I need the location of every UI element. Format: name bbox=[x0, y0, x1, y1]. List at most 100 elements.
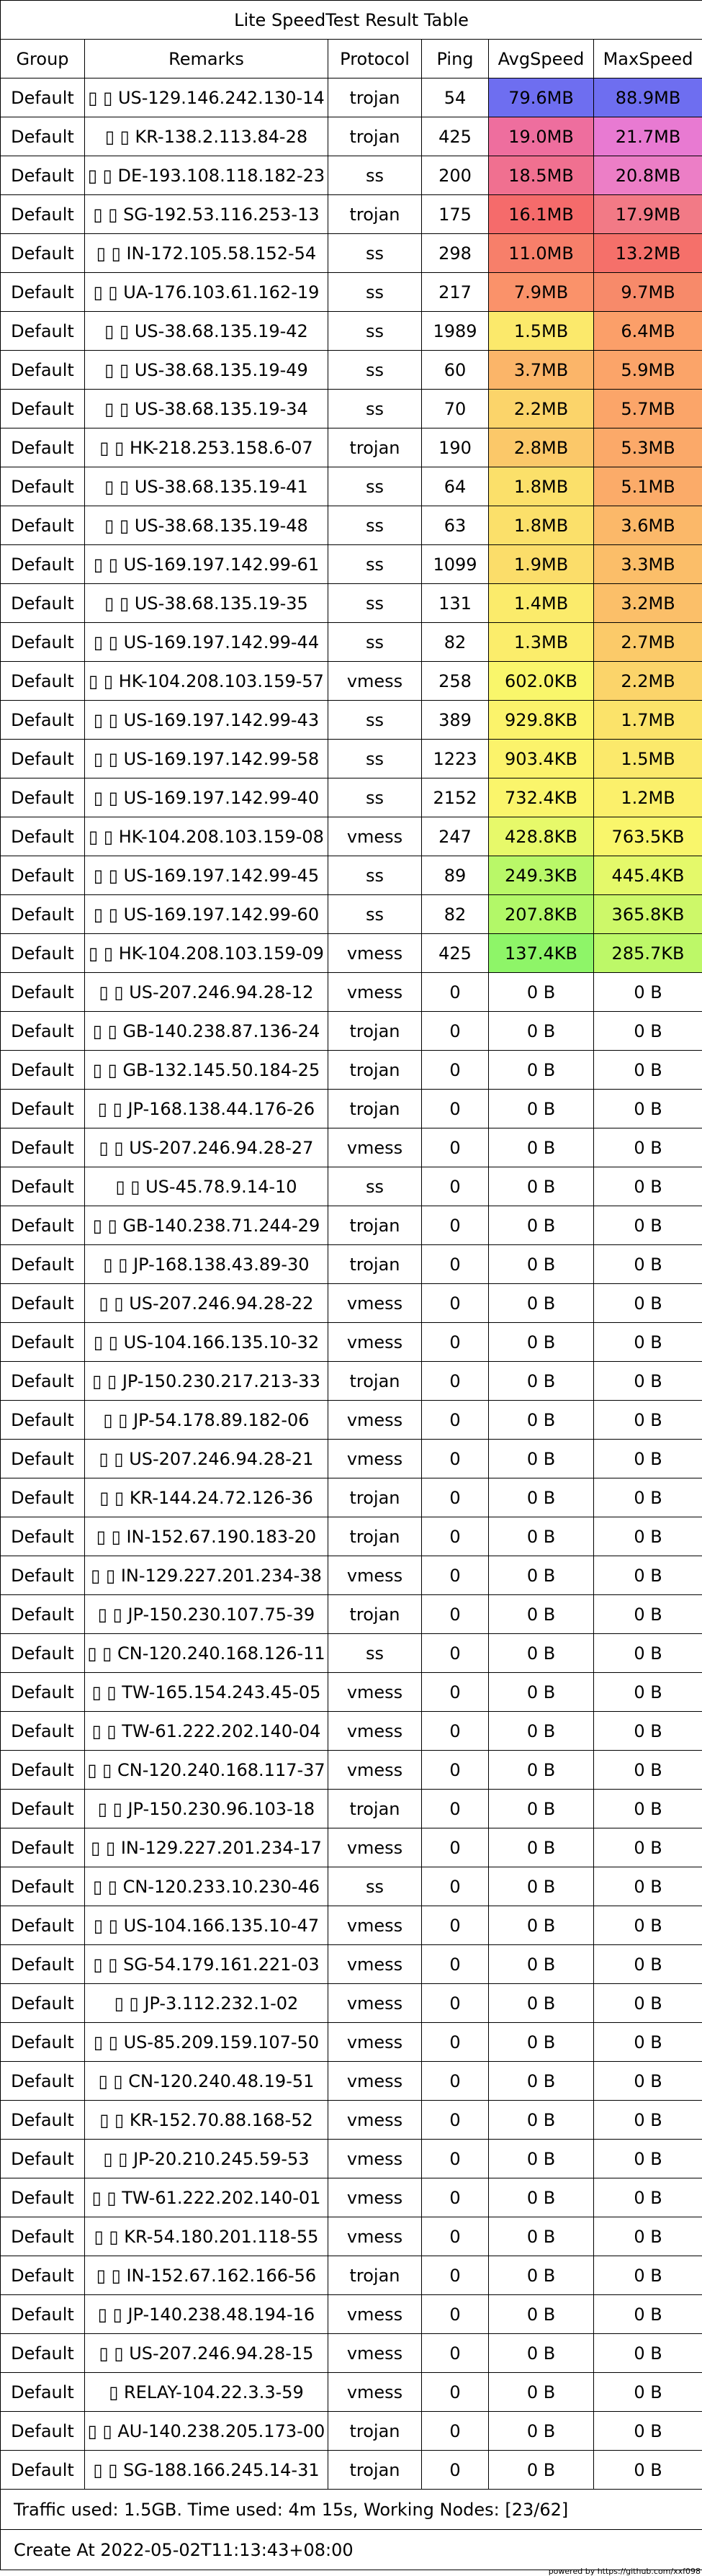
cell-avgspeed: 0 B bbox=[488, 1633, 594, 1673]
cell-group: Default bbox=[0, 2022, 85, 2062]
cell-ping: 0 bbox=[421, 2178, 489, 2217]
cell-maxspeed: 0 B bbox=[593, 2294, 702, 2334]
cell-ping: 0 bbox=[421, 1478, 489, 1517]
cell-protocol: ss bbox=[328, 894, 422, 934]
cell-maxspeed: 0 B bbox=[593, 1789, 702, 1828]
cell-ping: 0 bbox=[421, 2450, 489, 2490]
cell-avgspeed: 602.0KB bbox=[488, 661, 594, 701]
cell-avgspeed: 0 B bbox=[488, 1322, 594, 1362]
table-row: Default ▯ ▯ CN-120.240.168.117-37 vmess 0 0 … bbox=[0, 1750, 702, 1790]
cell-ping: 0 bbox=[421, 2411, 489, 2451]
cell-avgspeed: 0 B bbox=[488, 1478, 594, 1517]
cell-group: Default bbox=[0, 1011, 85, 1051]
cell-protocol: ss bbox=[328, 350, 422, 390]
cell-maxspeed: 0 B bbox=[593, 1594, 702, 1634]
traffic-summary: Traffic used: 1.5GB. Time used: 4m 15s, … bbox=[0, 2489, 702, 2530]
cell-ping: 0 bbox=[421, 2372, 489, 2412]
cell-avgspeed: 0 B bbox=[488, 1711, 594, 1751]
cell-remarks: ▯ ▯ US-207.246.94.28-12 bbox=[84, 972, 328, 1012]
cell-ping: 1223 bbox=[421, 739, 489, 778]
cell-maxspeed: 0 B bbox=[593, 1983, 702, 2023]
cell-protocol: vmess bbox=[328, 2061, 422, 2101]
cell-maxspeed: 5.9MB bbox=[593, 350, 702, 390]
cell-remarks: ▯ ▯ KR-152.70.88.168-52 bbox=[84, 2100, 328, 2140]
cell-protocol: trojan bbox=[328, 428, 422, 467]
header-row: Group Remarks Protocol Ping AvgSpeed Max… bbox=[0, 39, 702, 78]
cell-group: Default bbox=[0, 506, 85, 545]
cell-ping: 64 bbox=[421, 467, 489, 506]
cell-avgspeed: 0 B bbox=[488, 1828, 594, 1867]
cell-avgspeed: 19.0MB bbox=[488, 117, 594, 156]
cell-ping: 0 bbox=[421, 1400, 489, 1440]
cell-remarks: ▯ ▯ US-169.197.142.99-58 bbox=[84, 739, 328, 778]
cell-maxspeed: 1.5MB bbox=[593, 739, 702, 778]
cell-ping: 0 bbox=[421, 1050, 489, 1090]
cell-ping: 0 bbox=[421, 1011, 489, 1051]
cell-group: Default bbox=[0, 1089, 85, 1128]
cell-protocol: ss bbox=[328, 700, 422, 740]
cell-avgspeed: 0 B bbox=[488, 1206, 594, 1245]
table-row: Default ▯ ▯ KR-144.24.72.126-36 trojan 0 0 B… bbox=[0, 1478, 702, 1517]
cell-protocol: vmess bbox=[328, 2139, 422, 2178]
cell-group: Default bbox=[0, 78, 85, 117]
cell-ping: 60 bbox=[421, 350, 489, 390]
cell-ping: 258 bbox=[421, 661, 489, 701]
cell-remarks: ▯ ▯ HK-218.253.158.6-07 bbox=[84, 428, 328, 467]
cell-ping: 0 bbox=[421, 1672, 489, 1712]
cell-group: Default bbox=[0, 1050, 85, 1090]
cell-maxspeed: 88.9MB bbox=[593, 78, 702, 117]
cell-remarks: ▯ ▯ US-207.246.94.28-27 bbox=[84, 1128, 328, 1167]
cell-avgspeed: 0 B bbox=[488, 2372, 594, 2412]
cell-remarks: ▯ ▯ US-38.68.135.19-35 bbox=[84, 583, 328, 623]
cell-protocol: vmess bbox=[328, 933, 422, 973]
cell-ping: 0 bbox=[421, 1167, 489, 1206]
cell-ping: 1989 bbox=[421, 311, 489, 351]
cell-group: Default bbox=[0, 1322, 85, 1362]
cell-maxspeed: 0 B bbox=[593, 2333, 702, 2373]
cell-avgspeed: 0 B bbox=[488, 1594, 594, 1634]
cell-group: Default bbox=[0, 2100, 85, 2140]
cell-group: Default bbox=[0, 1789, 85, 1828]
cell-maxspeed: 0 B bbox=[593, 1128, 702, 1167]
cell-protocol: ss bbox=[328, 233, 422, 273]
cell-remarks: ▯ ▯ SG-54.179.161.221-03 bbox=[84, 1944, 328, 1984]
cell-group: Default bbox=[0, 894, 85, 934]
cell-ping: 247 bbox=[421, 817, 489, 856]
table-row: Default ▯ ▯ US-169.197.142.99-44 ss 82 1.3MB… bbox=[0, 622, 702, 662]
table-row: Default ▯ ▯ GB-140.238.71.244-29 trojan 0 0 … bbox=[0, 1206, 702, 1245]
cell-protocol: vmess bbox=[328, 2178, 422, 2217]
cell-avgspeed: 18.5MB bbox=[488, 156, 594, 195]
cell-protocol: trojan bbox=[328, 117, 422, 156]
cell-remarks: ▯ ▯ US-38.68.135.19-42 bbox=[84, 311, 328, 351]
cell-protocol: ss bbox=[328, 856, 422, 895]
cell-remarks: ▯ ▯ US-207.246.94.28-15 bbox=[84, 2333, 328, 2373]
cell-avgspeed: 1.3MB bbox=[488, 622, 594, 662]
cell-maxspeed: 0 B bbox=[593, 2411, 702, 2451]
cell-group: Default bbox=[0, 700, 85, 740]
table-row: Default ▯ ▯ KR-138.2.113.84-28 trojan 425 19… bbox=[0, 117, 702, 156]
cell-maxspeed: 3.3MB bbox=[593, 544, 702, 584]
cell-maxspeed: 0 B bbox=[593, 1517, 702, 1556]
cell-remarks: ▯ ▯ AU-140.238.205.173-00 bbox=[84, 2411, 328, 2451]
cell-protocol: ss bbox=[328, 467, 422, 506]
cell-protocol: vmess bbox=[328, 1400, 422, 1440]
cell-remarks: ▯ ▯ JP-150.230.96.103-18 bbox=[84, 1789, 328, 1828]
table-row: Default ▯ ▯ DE-193.108.118.182-23 ss 200 18.… bbox=[0, 156, 702, 195]
cell-ping: 70 bbox=[421, 389, 489, 428]
cell-group: Default bbox=[0, 739, 85, 778]
cell-ping: 0 bbox=[421, 2022, 489, 2062]
cell-remarks: ▯ ▯ JP-150.230.217.213-33 bbox=[84, 1361, 328, 1401]
cell-remarks: ▯ ▯ JP-168.138.44.176-26 bbox=[84, 1089, 328, 1128]
cell-group: Default bbox=[0, 583, 85, 623]
cell-ping: 0 bbox=[421, 2294, 489, 2334]
cell-protocol: trojan bbox=[328, 1011, 422, 1051]
cell-avgspeed: 11.0MB bbox=[488, 233, 594, 273]
cell-ping: 200 bbox=[421, 156, 489, 195]
cell-group: Default bbox=[0, 661, 85, 701]
cell-group: Default bbox=[0, 1556, 85, 1595]
cell-avgspeed: 249.3KB bbox=[488, 856, 594, 895]
cell-remarks: ▯ ▯ JP-140.238.48.194-16 bbox=[84, 2294, 328, 2334]
